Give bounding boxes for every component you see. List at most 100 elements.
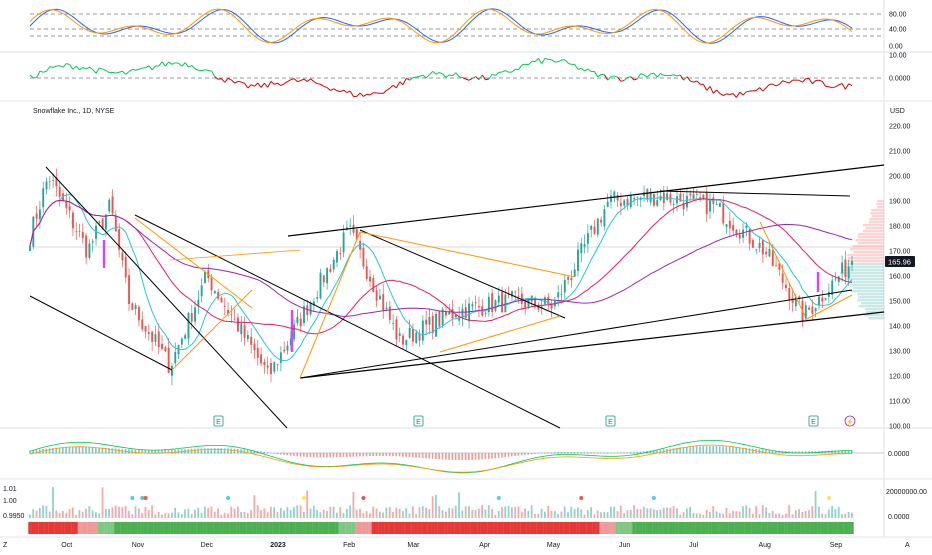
trend-strip-cell [259, 522, 262, 534]
earnings-marker[interactable]: E [809, 416, 818, 426]
volume-bar [405, 508, 407, 518]
volume-bar [782, 515, 784, 518]
volume-bar [399, 509, 401, 518]
volume-bar [594, 514, 596, 518]
trend-strip-cell [226, 522, 229, 534]
trend-strip-cell [566, 522, 569, 534]
macd-histogram-bar [580, 452, 582, 453]
volume-bar [643, 507, 645, 518]
trend-strip-cell [203, 522, 206, 534]
volume-bar [716, 511, 718, 518]
trend-strip-cell [646, 522, 649, 534]
corner-label-right[interactable]: A [905, 542, 910, 549]
candle-body [808, 308, 810, 310]
candle-body [174, 352, 176, 363]
trend-strip-cell [533, 522, 536, 534]
volume-bar [389, 507, 391, 518]
volume-profile-bar [853, 245, 884, 247]
candle-body [706, 193, 708, 214]
macd-histogram-bar [303, 453, 305, 457]
macd-histogram-bar [584, 452, 586, 453]
trend-strip-cell [190, 522, 193, 534]
trend-strip-cell [216, 522, 219, 534]
trend-strip-cell [223, 522, 226, 534]
candle-body [316, 297, 318, 299]
time-tick-label: Oct [61, 542, 72, 549]
trend-strip-cell [580, 522, 583, 534]
volume-bar [554, 511, 556, 518]
volume-bar [768, 513, 770, 518]
trend-strip-cell [784, 522, 787, 534]
trend-strip-cell [233, 522, 236, 534]
time-tick-label: Jul [689, 542, 698, 549]
candle-body [115, 216, 117, 231]
volume-bar [135, 506, 137, 518]
trend-strip-cell [104, 522, 107, 534]
macd-histogram-bar [554, 452, 556, 453]
earnings-marker[interactable]: E [606, 416, 615, 426]
candle-body [121, 253, 123, 261]
volume-bar [412, 506, 414, 518]
price-tick-label: 160.00 [889, 274, 911, 281]
volume-bar [296, 505, 298, 518]
trend-strip-cell [349, 522, 352, 534]
macd-histogram-bar [118, 449, 120, 454]
trend-strip-cell [137, 522, 140, 534]
volume-bar [815, 491, 817, 518]
volume-bar [557, 514, 559, 518]
trend-strip-cell [778, 522, 781, 534]
trend-strip-cell [665, 522, 668, 534]
left-axis-label: 1.00 [3, 498, 17, 505]
candle-body [742, 230, 744, 238]
volume-bar [343, 513, 345, 518]
candle-body [336, 251, 338, 263]
volume-bar [240, 512, 242, 518]
candle-body [221, 298, 223, 303]
dividend-marker[interactable]: ⚡ [845, 416, 855, 426]
macd-histogram-bar [432, 453, 434, 459]
volume-bar [333, 507, 335, 518]
macd-histogram-bar [72, 447, 74, 454]
earnings-marker[interactable]: E [214, 416, 223, 426]
volume-bar [788, 505, 790, 518]
volume-bar [689, 507, 691, 518]
candle-body [214, 291, 216, 293]
volume-bar [686, 508, 688, 518]
candle-body [736, 230, 738, 234]
trend-strip-cell [408, 522, 411, 534]
volume-bar [395, 508, 397, 518]
trend-strip-cell [718, 522, 721, 534]
trend-strip-cell [517, 522, 520, 534]
trend-strip-cell [160, 522, 163, 534]
trend-strip-cell [781, 522, 784, 534]
trend-strip-cell [576, 522, 579, 534]
candle-body [594, 227, 596, 234]
trend-strip-cell [134, 522, 137, 534]
macd-histogram-bar [597, 453, 599, 454]
corner-label-left[interactable]: Z [3, 542, 8, 549]
macd-histogram-bar [574, 452, 576, 453]
trend-strip-cell [279, 522, 282, 534]
volume-bar [42, 505, 44, 518]
earnings-marker[interactable]: E [414, 416, 423, 426]
candle-body [260, 354, 262, 363]
volume-bar [838, 507, 840, 518]
trend-strip-cell [464, 522, 467, 534]
candle-body [656, 200, 658, 206]
trend-strip-cell [481, 522, 484, 534]
trend-strip-cell [451, 522, 454, 534]
trend-strip-cell [58, 522, 61, 534]
dividend-marker-label: ⚡ [846, 417, 855, 426]
signal-dot [226, 496, 230, 500]
candle-body [254, 344, 256, 351]
trend-strip-cell [424, 522, 427, 534]
trend-strip-cell [484, 522, 487, 534]
volume-bar [273, 507, 275, 518]
vol-axis-top-label: 20000000.00 [886, 489, 927, 496]
trend-strip-cell [540, 522, 543, 534]
trend-strip-cell [322, 522, 325, 534]
macd-histogram-bar [395, 453, 397, 456]
macd-histogram-bar [633, 452, 635, 453]
macd-histogram-bar [329, 453, 331, 457]
macd-histogram-bar [491, 453, 493, 459]
